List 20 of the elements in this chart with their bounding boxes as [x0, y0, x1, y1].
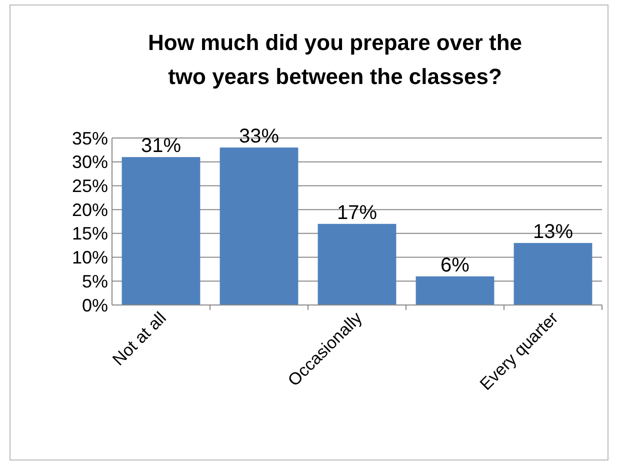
y-tick-label: 35% [72, 128, 108, 148]
x-tick-label: Not at all [108, 308, 170, 370]
data-label: 31% [140, 135, 182, 158]
bar [416, 276, 494, 305]
data-label: 17% [336, 202, 378, 224]
data-label: 6% [440, 254, 470, 276]
y-tick-label: 5% [82, 271, 108, 292]
bar [318, 224, 396, 305]
data-label: 13% [532, 220, 574, 243]
y-tick-label: 30% [72, 152, 108, 172]
y-tick-label: 20% [72, 200, 108, 220]
y-tick-label: 25% [72, 176, 108, 196]
y-tick-label: 0% [82, 295, 108, 316]
bar [220, 148, 298, 305]
bar [122, 157, 200, 305]
y-tick-label: 10% [72, 248, 108, 268]
y-tick-label: 15% [72, 224, 108, 244]
data-label: 33% [238, 126, 280, 148]
chart-title: How much did you prepare over the two years between the classes? [148, 30, 522, 89]
bar [514, 242, 592, 305]
